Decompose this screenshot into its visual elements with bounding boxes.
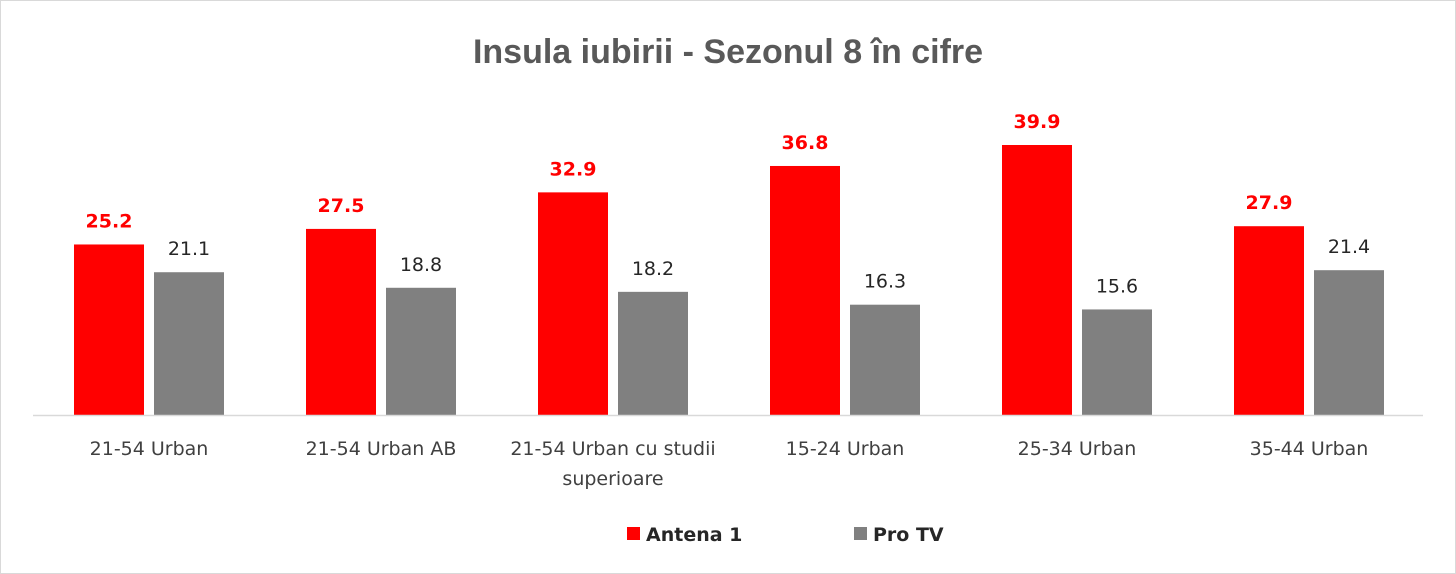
value-labels-group: 25.2 21.1 27.5 18.8 32.9 18.2 36.8 16.3 39.9 15.6… — [86, 111, 1371, 297]
value-label-antena-1-0: 25.2 — [86, 210, 133, 232]
legend-label-pro-tv: Pro TV — [873, 524, 944, 546]
bar-pro-tv-0 — [154, 272, 224, 415]
bar-pro-tv-2 — [618, 291, 688, 415]
category-label-1: 21-54 Urban AB — [306, 438, 457, 460]
value-label-antena-1-4: 39.9 — [1014, 111, 1061, 133]
category-label-0: 21-54 Urban — [90, 438, 209, 460]
chart-title: Insula iubirii - Sezonul 8 în cifre — [473, 33, 983, 71]
bar-pro-tv-5 — [1314, 270, 1384, 415]
category-label-2: 21-54 Urban cu studii superioare — [510, 438, 715, 490]
value-label-antena-1-1: 27.5 — [318, 195, 365, 217]
value-label-pro-tv-5: 21.4 — [1328, 236, 1370, 258]
value-label-pro-tv-2: 18.2 — [632, 258, 674, 280]
legend-swatch-pro-tv — [854, 527, 867, 540]
bars-group — [74, 145, 1384, 415]
category-label-3: 15-24 Urban — [786, 438, 905, 460]
bar-pro-tv-3 — [850, 304, 920, 415]
value-label-pro-tv-3: 16.3 — [864, 271, 906, 293]
bar-antena-1-3 — [770, 165, 840, 415]
value-label-pro-tv-0: 21.1 — [168, 238, 210, 260]
bar-pro-tv-1 — [386, 287, 456, 415]
value-label-antena-1-2: 32.9 — [550, 158, 597, 180]
bar-antena-1-1 — [306, 228, 376, 415]
bar-antena-1-5 — [1234, 226, 1304, 415]
value-label-antena-1-3: 36.8 — [782, 132, 829, 154]
value-label-antena-1-5: 27.9 — [1246, 192, 1293, 214]
legend: Antena 1 Pro TV — [627, 524, 944, 546]
bar-antena-1-4 — [1002, 145, 1072, 415]
bar-antena-1-0 — [74, 244, 144, 415]
legend-label-antena-1: Antena 1 — [646, 524, 742, 546]
value-label-pro-tv-4: 15.6 — [1096, 275, 1138, 297]
bar-pro-tv-4 — [1082, 309, 1152, 415]
category-labels-group: 21-54 Urban 21-54 Urban AB 21-54 Urban cu … — [90, 438, 1369, 490]
category-label-5: 35-44 Urban — [1250, 438, 1369, 460]
legend-swatch-antena-1 — [627, 527, 640, 540]
value-label-pro-tv-1: 18.8 — [400, 254, 442, 276]
category-label-4: 25-34 Urban — [1018, 438, 1137, 460]
bar-antena-1-2 — [538, 192, 608, 415]
